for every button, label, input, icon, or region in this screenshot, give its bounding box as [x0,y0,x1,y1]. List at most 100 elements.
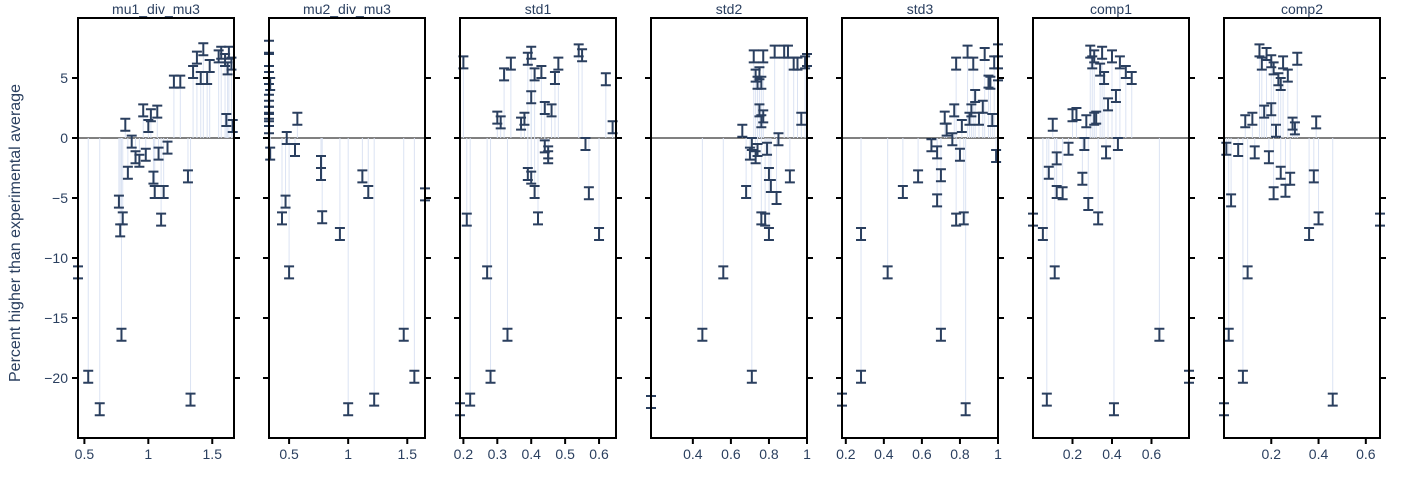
data-point [115,223,126,238]
data-point [126,134,137,149]
data-point [987,113,998,127]
y-tick-label: 0 [60,130,68,146]
data-point [1063,141,1074,156]
data-point [941,122,952,137]
data-point [1083,197,1094,211]
panel-title: comp2 [1281,1,1323,17]
data-point [1266,54,1277,69]
data-point [1108,402,1119,417]
x-tick-label: 0.4 [521,446,541,462]
data-point [116,327,127,342]
data-point [546,103,557,118]
x-tick-label: 0.2 [1063,446,1083,462]
y-tick-label: −5 [52,190,68,206]
data-point [932,145,943,160]
data-point [1242,265,1253,280]
data-point [773,132,784,147]
data-point [1089,49,1100,64]
data-point [926,138,937,153]
data-point [1237,369,1248,384]
data-point [482,265,493,280]
panel-mu1-div-mu3: mu1_div_mu3 5 0 −5 −10 −15 −20 0.5 1 1.5 [44,1,240,462]
data-point [1289,121,1300,136]
panel-title: mu1_div_mu3 [112,1,200,17]
data-point [1226,193,1237,208]
x-tick-label: 1 [344,446,352,462]
data-point [1280,183,1291,198]
x-tick-label: 0.2 [454,446,474,462]
data-point [185,392,196,407]
data-point [882,265,893,280]
data-point [964,111,975,126]
data-point [363,185,374,199]
data-point [398,327,409,342]
data-point [991,149,1002,163]
panel-mu2-div-mu3: mu2_div_mu3 0.5 1 1.5 [263,1,431,462]
data-point [760,212,771,227]
data-point [1106,49,1117,64]
data-point [539,101,550,115]
data-point [935,327,946,342]
data-point [265,146,276,161]
data-point [343,402,354,417]
data-point [145,108,156,123]
data-point [758,109,769,124]
data-point [1051,151,1062,166]
data-point [536,65,547,79]
data-point [947,132,958,147]
data-point [1043,165,1054,180]
data-point [120,117,131,132]
panel-title: std1 [525,1,552,17]
x-tick-label: 0.6 [721,446,741,462]
data-point [1081,114,1092,129]
y-tick-label: −15 [44,310,68,326]
data-point [168,74,179,89]
data-point [580,137,591,151]
y-tick-label: 5 [60,70,68,86]
data-point [175,74,186,89]
data-point [502,327,513,342]
data-point [138,103,149,118]
data-point [204,59,215,73]
data-point [134,153,145,168]
data-point [1051,185,1062,199]
x-tick-label: 1 [994,446,1002,462]
data-point [495,115,506,130]
data-point [1304,227,1315,241]
x-tick-label: 0.5 [555,446,575,462]
data-point [409,369,420,384]
data-point [117,211,128,226]
data-point [162,140,173,155]
data-point [1271,123,1281,138]
data-point [1240,114,1251,129]
data-point [1308,169,1319,184]
data-point [1278,55,1289,70]
x-tick-label: 0.8 [950,446,970,462]
data-point [985,75,996,90]
data-point [1047,117,1058,132]
data-point [526,170,537,185]
data-point [369,392,380,407]
data-point [765,179,776,193]
x-tick-label: 0.6 [589,446,609,462]
data-point [227,119,238,133]
data-point [526,45,537,60]
panel-title: std3 [907,1,934,17]
data-point [1077,171,1088,186]
data-point [549,71,560,85]
data-point [951,56,962,71]
panel-frame [650,17,808,439]
x-tick-label: 0.8 [759,446,779,462]
data-point [1282,68,1293,83]
data-point [748,49,759,64]
data-point [156,212,167,227]
data-point [148,170,159,185]
data-point [1101,145,1112,160]
data-point [939,110,950,125]
data-point [756,75,767,90]
x-tick-label: 0.5 [75,446,95,462]
data-point [1311,115,1322,130]
data-point [1114,55,1125,70]
data-point [762,141,773,156]
